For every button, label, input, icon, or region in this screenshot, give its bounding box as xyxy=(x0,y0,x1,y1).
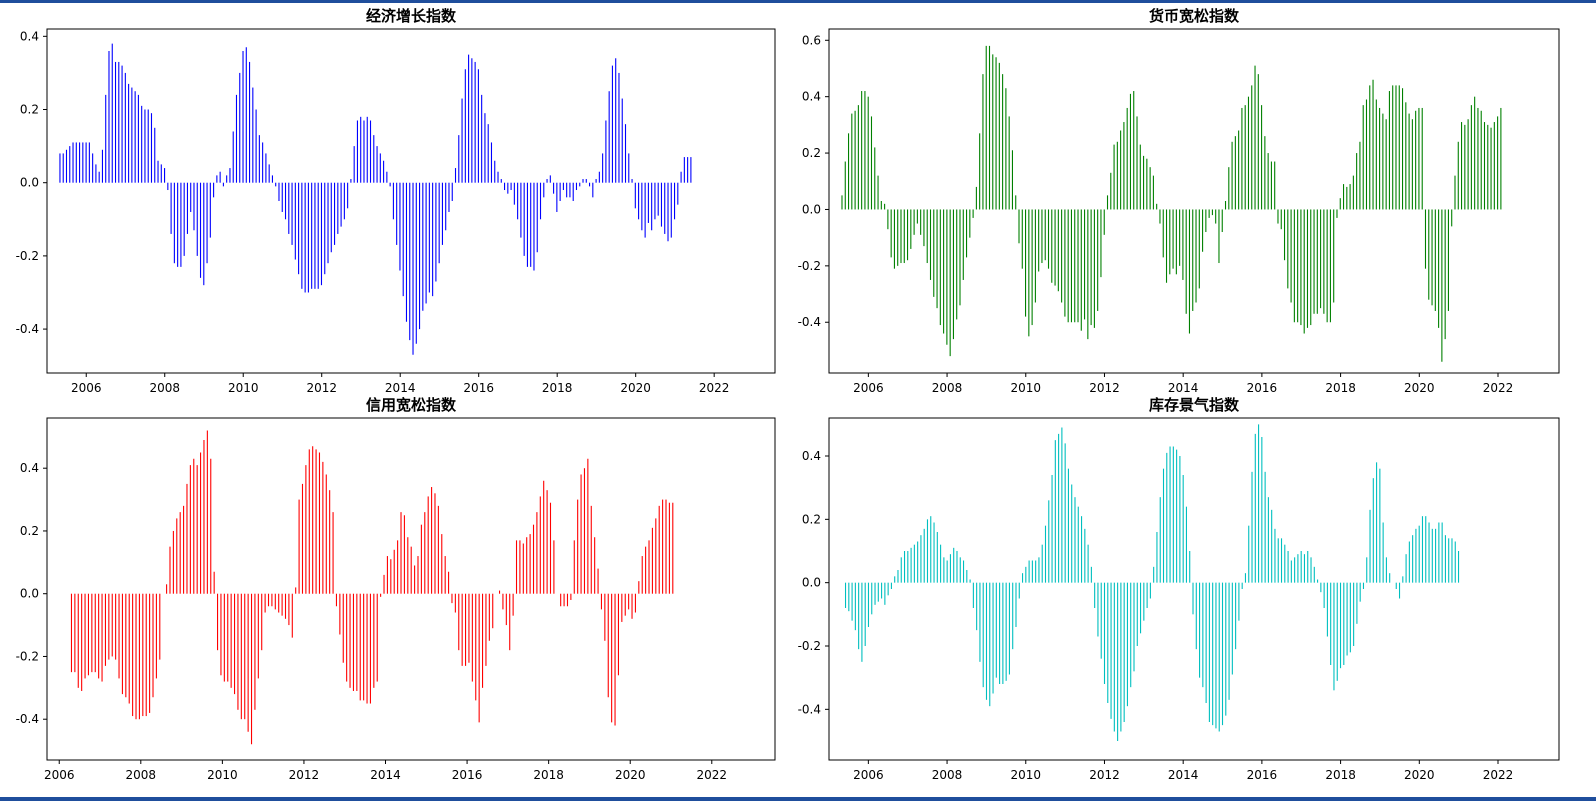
x-tick-label: 2008 xyxy=(126,768,157,782)
y-tick-label: 0.4 xyxy=(802,449,821,463)
y-tick-label: -0.4 xyxy=(798,702,821,716)
x-tick-label: 2022 xyxy=(1483,768,1514,782)
y-tick-label: -0.4 xyxy=(16,322,39,336)
x-tick-label: 2006 xyxy=(853,768,884,782)
bottom-rule xyxy=(0,797,1596,801)
x-tick-label: 2014 xyxy=(385,381,416,395)
x-tick-label: 2010 xyxy=(1010,381,1041,395)
y-tick-label: 0.2 xyxy=(802,146,821,160)
x-tick-label: 2022 xyxy=(699,381,730,395)
plot-frame xyxy=(828,417,1560,761)
x-tick-label: 2014 xyxy=(370,768,401,782)
y-tick-label: 0.2 xyxy=(20,524,39,538)
y-tick-label: 0.0 xyxy=(20,176,39,190)
x-tick-label: 2022 xyxy=(697,768,728,782)
y-tick-label: -0.2 xyxy=(16,649,39,663)
x-tick-label: 2008 xyxy=(149,381,180,395)
chart-panel-1: 经济增长指数 2006 2008 2010 2012 2014 2016 2018 2020 20… xyxy=(16,7,776,395)
plot-frame xyxy=(46,417,776,761)
y-tick-label: -0.2 xyxy=(798,259,821,273)
x-tick-label: 2016 xyxy=(1247,768,1278,782)
x-tick-label: 2018 xyxy=(533,768,564,782)
x-tick-label: 2006 xyxy=(71,381,102,395)
chart-panel-3: 信用宽松指数 2006 2008 2010 2012 2014 2016 2018 2020 20… xyxy=(16,396,776,782)
y-tick-label: -0.2 xyxy=(798,639,821,653)
x-tick-label: 2020 xyxy=(1404,381,1435,395)
plot-frame xyxy=(828,28,1560,374)
chart-title: 货币宽松指数 xyxy=(1149,7,1240,25)
x-tick-label: 2010 xyxy=(228,381,259,395)
x-tick-label: 2020 xyxy=(620,381,651,395)
x-tick-label: 2008 xyxy=(932,768,963,782)
x-tick-label: 2012 xyxy=(1089,768,1120,782)
x-tick-label: 2012 xyxy=(289,768,320,782)
y-tick-label: 0.4 xyxy=(20,461,39,475)
y-tick-label: 0.4 xyxy=(802,90,821,104)
x-tick-label: 2014 xyxy=(1168,768,1199,782)
top-rule xyxy=(0,0,1596,3)
x-tick-label: 2010 xyxy=(207,768,238,782)
x-tick-label: 2006 xyxy=(853,381,884,395)
x-tick-label: 2018 xyxy=(542,381,573,395)
x-tick-label: 2016 xyxy=(452,768,483,782)
x-tick-label: 2018 xyxy=(1325,381,1356,395)
y-tick-label: 0.2 xyxy=(802,512,821,526)
y-tick-label: 0.0 xyxy=(20,587,39,601)
x-tick-label: 2010 xyxy=(1010,768,1041,782)
chart-title: 库存景气指数 xyxy=(1149,396,1240,414)
x-tick-label: 2008 xyxy=(932,381,963,395)
plot-frame xyxy=(46,28,776,374)
x-tick-label: 2016 xyxy=(1247,381,1278,395)
chart-panel-4: 库存景气指数 2006 2008 2010 2012 2014 2016 2018 2020 20… xyxy=(798,396,1560,782)
chart-title: 经济增长指数 xyxy=(366,7,457,25)
chart-title: 信用宽松指数 xyxy=(366,396,457,414)
x-tick-label: 2020 xyxy=(1404,768,1435,782)
x-tick-label: 2018 xyxy=(1325,768,1356,782)
x-tick-label: 2014 xyxy=(1168,381,1199,395)
chart-panel-2: 货币宽松指数 2006 2008 2010 2012 2014 2016 2018 2020 20… xyxy=(798,7,1560,395)
x-tick-label: 2006 xyxy=(44,768,75,782)
y-tick-label: 0.6 xyxy=(802,33,821,47)
y-tick-label: -0.2 xyxy=(16,249,39,263)
y-tick-label: 0.2 xyxy=(20,103,39,117)
y-tick-label: 0.0 xyxy=(802,576,821,590)
x-tick-label: 2016 xyxy=(463,381,494,395)
x-tick-label: 2022 xyxy=(1483,381,1514,395)
x-tick-label: 2020 xyxy=(615,768,646,782)
y-tick-label: 0.0 xyxy=(802,202,821,216)
x-tick-label: 2012 xyxy=(1089,381,1120,395)
y-tick-label: -0.4 xyxy=(16,712,39,726)
x-tick-label: 2012 xyxy=(306,381,337,395)
y-tick-label: 0.4 xyxy=(20,29,39,43)
y-tick-label: -0.4 xyxy=(798,315,821,329)
